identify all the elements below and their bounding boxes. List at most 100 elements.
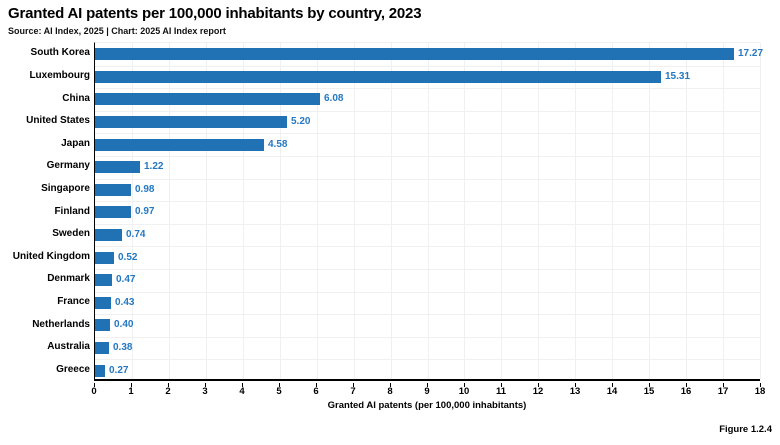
bar-value-label: 0.97: [135, 206, 155, 218]
y-axis-label-finland: Finland: [54, 205, 90, 217]
bar-france: [95, 296, 111, 309]
x-tick-label: 17: [717, 386, 729, 397]
bar-japan: [95, 138, 264, 151]
grid-line-horizontal: [95, 133, 760, 135]
grid-line-vertical: [686, 43, 688, 379]
bar-row: 6.08: [95, 88, 760, 111]
bar-value-label: 0.40: [114, 319, 134, 331]
y-axis-label-luxembourg: Luxembourg: [29, 69, 90, 81]
bar-row: 0.47: [95, 269, 760, 292]
grid-line-vertical: [464, 43, 466, 379]
x-tick: [427, 383, 428, 387]
x-tick-label: 5: [276, 386, 282, 397]
x-tick-label: 8: [387, 386, 393, 397]
y-axis-label-australia: Australia: [47, 341, 90, 353]
grid-line-horizontal: [95, 291, 760, 293]
bar-value-label: 0.27: [109, 364, 129, 376]
bar-row: 5.20: [95, 111, 760, 134]
x-tick-label: 12: [532, 386, 544, 397]
bar-sweden: [95, 229, 122, 242]
y-axis-label-france: France: [57, 295, 90, 307]
x-tick-label: 4: [239, 386, 245, 397]
source-line: Source: AI Index, 2025 | Chart: 2025 AI …: [8, 26, 226, 36]
x-tick: [575, 383, 576, 387]
grid-line-vertical: [390, 43, 392, 379]
grid-line-vertical: [501, 43, 503, 379]
figure-label: Figure 1.2.4: [719, 424, 772, 435]
y-axis-label-greece: Greece: [56, 363, 90, 375]
x-axis-title: Granted AI patents (per 100,000 inhabita…: [327, 400, 527, 411]
y-axis-label-germany: Germany: [46, 160, 90, 172]
bar-denmark: [95, 274, 112, 287]
bar-value-label: 6.08: [324, 93, 344, 105]
bar-row: 1.22: [95, 156, 760, 179]
grid-line-vertical: [242, 43, 244, 379]
bar-row: 0.38: [95, 337, 760, 360]
grid-line-vertical: [760, 43, 761, 379]
bar-value-label: 17.27: [738, 48, 764, 60]
bar-row: 15.31: [95, 66, 760, 89]
grid-line-vertical: [649, 43, 651, 379]
x-tick: [723, 383, 724, 387]
x-tick: [649, 383, 650, 387]
grid-line-vertical: [612, 43, 614, 379]
bar-value-label: 0.98: [135, 183, 155, 195]
x-tick: [760, 383, 761, 387]
grid-line-horizontal: [95, 336, 760, 338]
y-axis-label-japan: Japan: [61, 137, 90, 149]
bar-luxembourg: [95, 70, 661, 83]
grid-line-vertical: [353, 43, 355, 379]
y-axis-label-china: China: [62, 92, 90, 104]
bar-row: 0.43: [95, 292, 760, 315]
x-tick-label: 0: [91, 386, 97, 397]
x-tick: [242, 383, 243, 387]
bar-united-kingdom: [95, 251, 114, 264]
bar-value-label: 5.20: [291, 116, 311, 128]
bar-south-korea: [95, 48, 734, 61]
y-axis-label-south-korea: South Korea: [30, 47, 90, 59]
x-tick: [390, 383, 391, 387]
x-tick-label: 13: [569, 386, 581, 397]
bar-united-states: [95, 116, 287, 129]
grid-line-vertical: [723, 43, 725, 379]
grid-line-vertical: [427, 43, 429, 379]
x-tick-label: 9: [424, 386, 430, 397]
bar-value-label: 15.31: [665, 70, 691, 82]
bar-finland: [95, 206, 131, 219]
page-title: Granted AI patents per 100,000 inhabitan…: [8, 5, 422, 22]
bar-netherlands: [95, 319, 110, 332]
grid-line-vertical: [316, 43, 318, 379]
bar-value-label: 0.43: [115, 296, 135, 308]
x-tick: [279, 383, 280, 387]
grid-line-horizontal: [95, 156, 760, 157]
grid-line-vertical: [168, 43, 170, 379]
grid-line-vertical: [538, 43, 540, 379]
x-tick: [464, 383, 465, 387]
bar-row: 4.58: [95, 133, 760, 156]
bar-value-label: 0.52: [118, 251, 138, 263]
bar-row: 0.74: [95, 224, 760, 247]
y-axis-label-sweden: Sweden: [52, 228, 90, 240]
x-tick-label: 2: [165, 386, 171, 397]
bar-row: 0.98: [95, 179, 760, 202]
bar-value-label: 0.38: [113, 342, 133, 354]
grid-line-vertical: [279, 43, 281, 379]
x-tick: [94, 383, 95, 387]
bar-value-label: 4.58: [268, 138, 288, 150]
x-tick-label: 10: [458, 386, 470, 397]
bar-singapore: [95, 183, 131, 196]
x-tick: [205, 383, 206, 387]
grid-line-vertical: [131, 43, 133, 379]
grid-line-horizontal: [95, 269, 760, 270]
bar-australia: [95, 342, 109, 355]
y-axis-label-united-kingdom: United Kingdom: [12, 250, 90, 262]
grid-line-horizontal: [95, 223, 760, 225]
grid-line-vertical: [575, 43, 577, 379]
bar-value-label: 0.47: [116, 274, 136, 286]
grid-line-horizontal: [95, 65, 760, 67]
x-tick: [538, 383, 539, 387]
grid-line-horizontal: [95, 88, 760, 90]
bar-row: 17.27: [95, 43, 764, 66]
x-tick-label: 7: [350, 386, 356, 397]
